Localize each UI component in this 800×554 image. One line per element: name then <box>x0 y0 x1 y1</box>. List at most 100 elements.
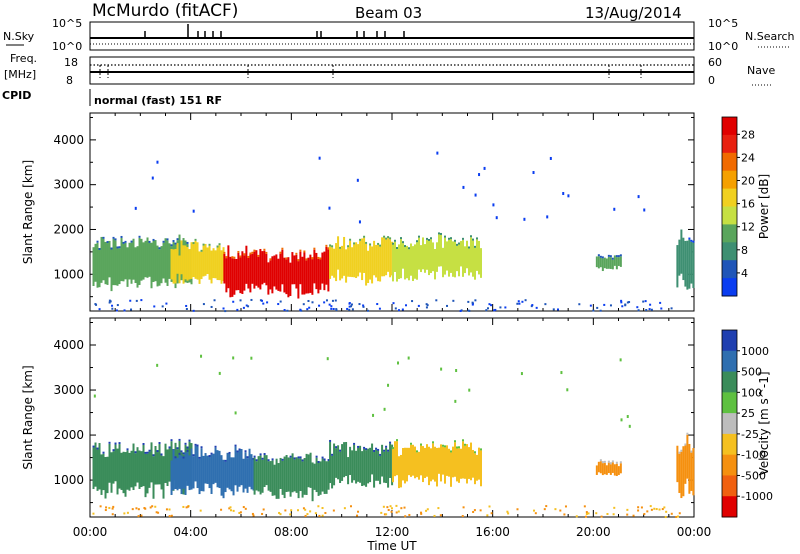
echo-cell <box>98 250 101 288</box>
scatter-point <box>552 308 555 311</box>
echo-cell <box>454 442 456 477</box>
echo-cell <box>458 244 460 277</box>
echo-cell <box>229 256 232 298</box>
echo-cell <box>396 441 398 476</box>
colorbar-tick-label: -25 <box>741 428 759 441</box>
echo-cell <box>94 442 97 487</box>
scatter-point <box>210 305 213 308</box>
echo-cell <box>341 444 344 481</box>
scatter-point <box>534 512 537 515</box>
scatter-point <box>655 508 658 511</box>
echo-edge-cell <box>379 453 382 456</box>
y-axis-label: Slant Range [km] <box>21 160 35 264</box>
scatter-point <box>471 303 474 306</box>
echo-edge-cell <box>92 445 95 448</box>
echo-edge-cell <box>158 442 161 445</box>
scatter-point <box>532 171 535 175</box>
colorbar: 4 8 12 16 20 24 28 Power [dB] <box>721 116 771 297</box>
scatter-point <box>335 309 338 312</box>
scatter-point <box>439 514 442 517</box>
scatter-point <box>471 301 474 304</box>
echo-cell <box>436 447 438 487</box>
echo-cell <box>446 241 448 271</box>
echo-cell <box>470 442 472 481</box>
echo-cell <box>202 245 205 277</box>
echo-cell <box>416 452 418 478</box>
echo-edge-cell <box>148 449 151 452</box>
echo-cell <box>227 245 230 289</box>
echo-edge-cell <box>281 247 284 250</box>
echo-cell <box>116 248 119 286</box>
echo-cell <box>343 442 346 478</box>
x-tick-label: 08:00 <box>274 525 309 539</box>
scatter-point <box>283 309 286 312</box>
scatter-point <box>499 306 502 309</box>
scatter-point <box>358 303 361 306</box>
echo-cell <box>287 257 290 298</box>
echo-edge-cell <box>176 447 179 450</box>
scatter-point <box>332 509 335 512</box>
echo-cell <box>402 243 404 269</box>
echo-edge-cell <box>176 238 179 241</box>
echo-cell <box>315 252 318 290</box>
echo-edge-cell <box>208 455 211 458</box>
echo-cell <box>285 455 288 492</box>
echo-edge-cell <box>329 439 332 442</box>
echo-edge-cell <box>269 258 272 261</box>
echo-edge-cell <box>102 451 105 454</box>
echo-edge-cell <box>426 237 428 240</box>
echo-cell <box>150 442 153 483</box>
echo-region <box>676 432 695 499</box>
y-tick-label: 4000 <box>53 338 84 352</box>
echo-cell <box>392 244 394 282</box>
y-tick-label: 2000 <box>53 222 84 236</box>
echo-cell <box>464 445 466 479</box>
echo-cell <box>319 461 322 495</box>
scatter-point <box>202 303 205 306</box>
echo-cell <box>261 251 264 285</box>
echo-cell <box>190 448 193 490</box>
echo-cell <box>166 449 169 487</box>
echo-edge-cell <box>609 255 612 258</box>
echo-cell <box>208 245 211 280</box>
scatter-point <box>643 208 646 212</box>
echo-edge-cell <box>617 255 620 258</box>
echo-region <box>392 232 482 282</box>
echo-edge-cell <box>375 447 378 450</box>
echo-edge-cell <box>186 446 189 449</box>
echo-cell <box>224 461 227 493</box>
echo-cell <box>448 448 450 477</box>
colorbar-swatch <box>722 413 737 435</box>
echo-cell <box>275 458 278 499</box>
echo-cell <box>605 465 608 475</box>
scatter-point <box>549 156 552 160</box>
echo-cell <box>325 461 328 494</box>
echo-edge-cell <box>118 442 121 445</box>
echo-cell <box>236 452 239 492</box>
power-panel: 1000 2000 3000 4000 Slant Range [km] 4 8 12 16 20… <box>21 112 771 313</box>
echo-cell <box>371 443 374 475</box>
nave-label: Nave <box>747 64 775 77</box>
echo-edge-cell <box>365 241 368 244</box>
echo-cell <box>597 256 600 269</box>
scatter-point <box>321 514 324 517</box>
echo-cell <box>426 239 428 270</box>
scatter-point <box>187 505 190 508</box>
echo-edge-cell <box>313 247 316 250</box>
echo-cell <box>172 249 175 284</box>
echo-cell <box>595 465 598 475</box>
colorbar-tick-label: 1000 <box>741 345 769 358</box>
echo-cell <box>269 260 272 290</box>
echo-cell <box>404 447 406 484</box>
echo-region <box>676 229 695 290</box>
echo-cell <box>389 443 392 478</box>
echo-cell <box>446 445 448 476</box>
echo-edge-cell <box>327 247 330 250</box>
scatter-point <box>530 305 533 308</box>
echo-edge-cell <box>170 244 173 247</box>
echo-edge-cell <box>261 457 264 460</box>
echo-cell <box>237 252 240 291</box>
echo-cell <box>295 254 298 289</box>
scatter-point <box>140 299 143 302</box>
scatter-point <box>185 307 188 310</box>
